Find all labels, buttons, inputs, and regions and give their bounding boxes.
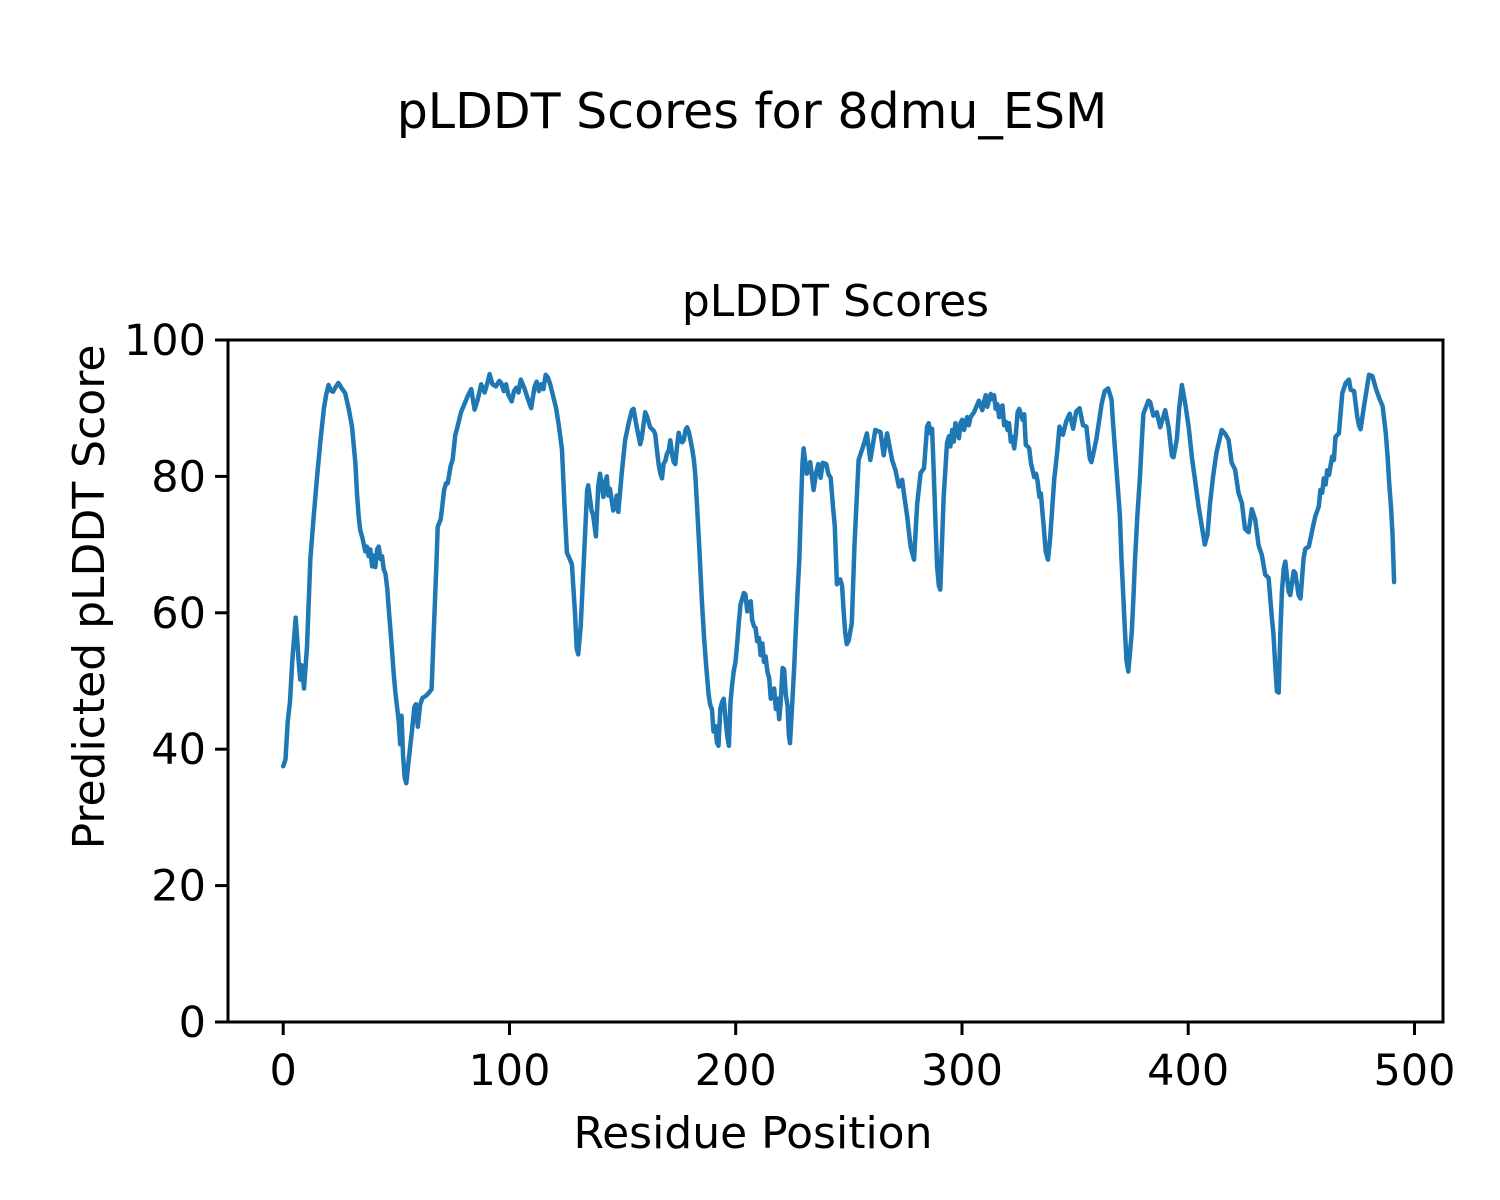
y-tick-label-3: 60 xyxy=(151,589,206,639)
y-tick-label-5: 100 xyxy=(124,316,206,366)
x-tick-label-2: 200 xyxy=(695,1046,777,1096)
plddt-line xyxy=(280,371,1397,786)
x-tick-label-4: 400 xyxy=(1147,1046,1229,1096)
figure-title: pLDDT Scores for 8dmu_ESM xyxy=(396,83,1108,140)
x-axis-label: Residue Position xyxy=(573,1108,933,1159)
y-tick-label-0: 0 xyxy=(179,998,206,1048)
y-tick-label-2: 40 xyxy=(151,725,206,775)
axes-title: pLDDT Scores xyxy=(681,276,990,327)
x-tick-label-0: 0 xyxy=(270,1046,297,1096)
y-tick-label-4: 80 xyxy=(151,452,206,502)
x-tick-label-1: 100 xyxy=(468,1046,550,1096)
x-tick-label-3: 300 xyxy=(921,1046,1003,1096)
axes-spines xyxy=(226,338,1445,1024)
x-tick-label-5: 500 xyxy=(1373,1046,1455,1096)
y-tick-label-1: 20 xyxy=(151,862,206,912)
